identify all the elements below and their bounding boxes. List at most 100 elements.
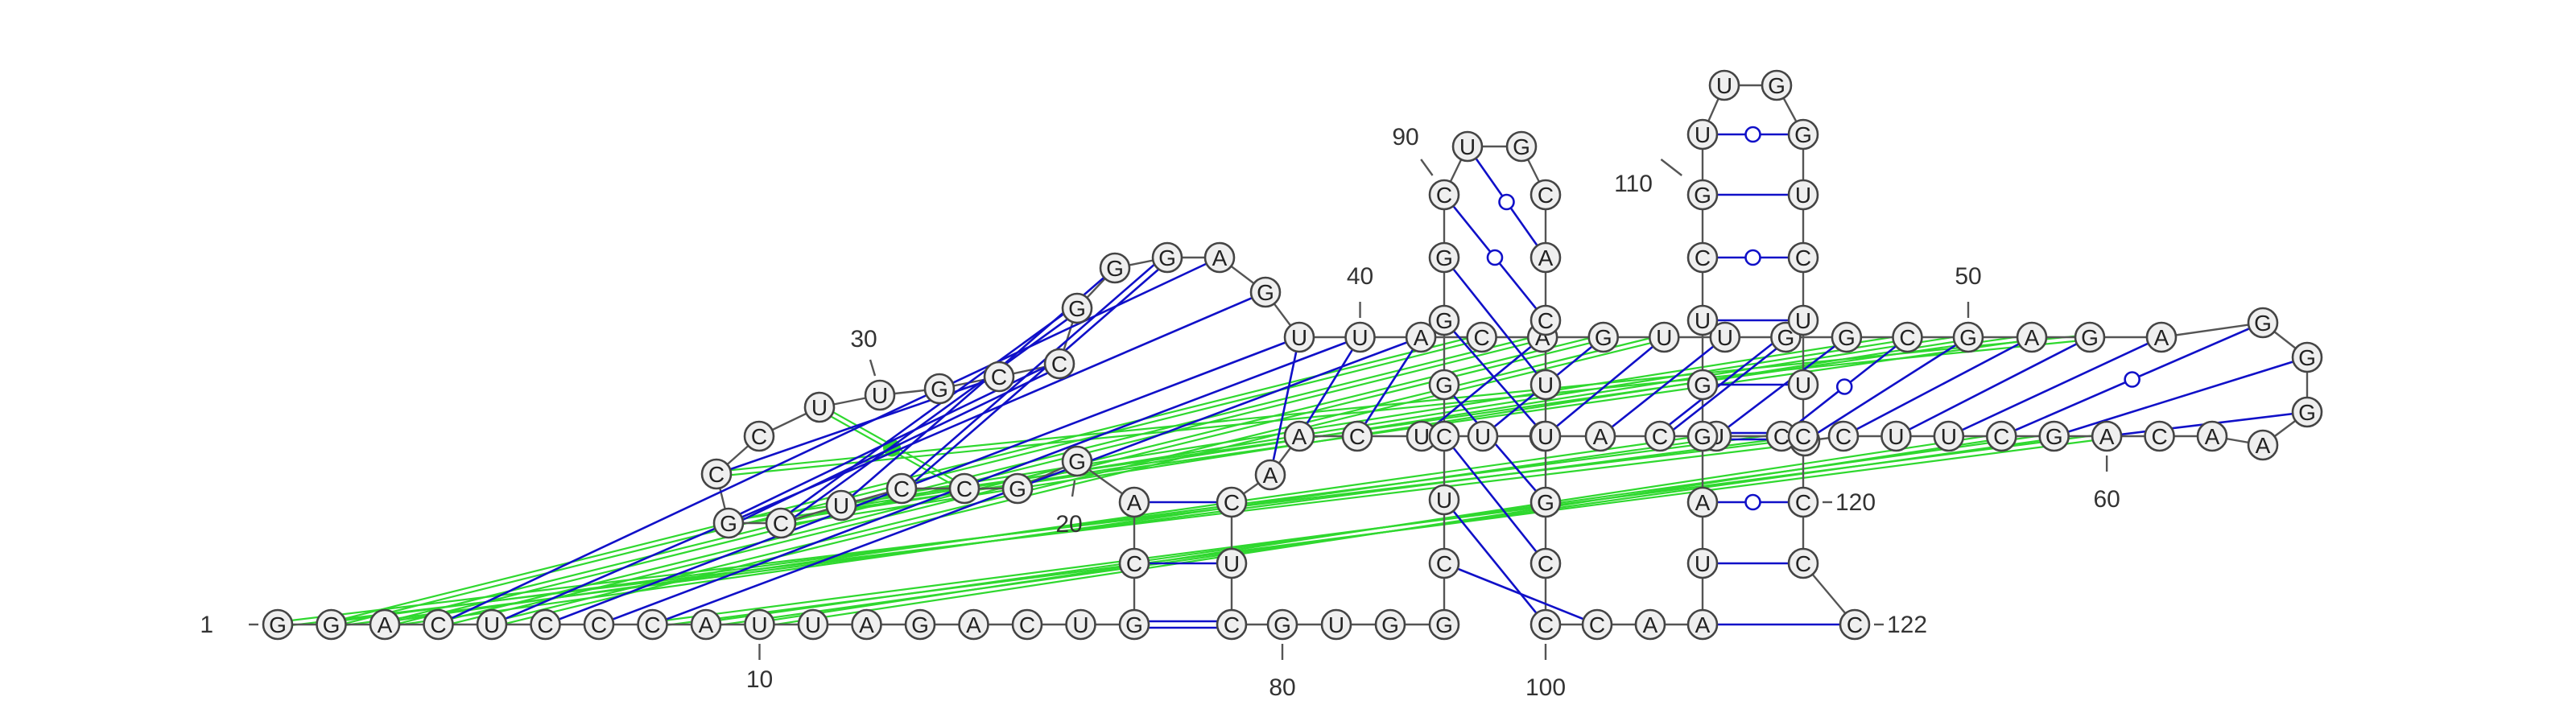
nucleotide-letter: G	[2254, 311, 2272, 336]
nucleotide-letter: U	[484, 612, 500, 637]
nucleotide-31: G	[923, 373, 956, 405]
nucleotide-letter: U	[1224, 551, 1240, 576]
nucleotide-letter: C	[708, 462, 724, 487]
position-number: 122	[1887, 612, 1927, 638]
nucleotide-letter: G	[931, 377, 948, 402]
nucleotide-112: U	[1708, 69, 1740, 101]
nucleotide-letter: G	[1768, 73, 1785, 98]
nucleotide-letter: G	[1106, 256, 1124, 281]
nucleotide-37: A	[1203, 241, 1236, 274]
nucleotide-letter: C	[1224, 612, 1240, 637]
nucleotide-letter: C	[1538, 308, 1554, 333]
nucleotide-61: G	[2038, 420, 2070, 452]
nucleotide-88: G	[1428, 304, 1460, 336]
base-pair-39-76	[1269, 336, 1301, 476]
nucleotide-46: U	[1709, 321, 1741, 353]
nucleotide-letter: C	[1126, 551, 1142, 576]
nucleotide-letter: C	[1899, 325, 1915, 350]
nucleotide-21: G	[1001, 472, 1034, 505]
nucleotide-4: C	[423, 608, 454, 641]
nucleotide-letter: U	[1656, 325, 1672, 350]
position-label-40: 40	[1347, 263, 1373, 318]
nucleotide-109: C	[1686, 241, 1719, 274]
nucleotide-116: C	[1787, 241, 1819, 274]
nucleotide-letter: U	[1941, 424, 1957, 449]
nucleotide-letter: U	[1888, 424, 1904, 449]
nucleotide-48: G	[1831, 321, 1863, 353]
nucleotide-letter: U	[872, 383, 888, 408]
position-number: 100	[1525, 674, 1566, 701]
nucleotide-7: C	[583, 608, 615, 641]
nucleotide-103: A	[1686, 608, 1719, 641]
nucleotide-letter: U	[1414, 424, 1430, 449]
nucleotide-letter: C	[1474, 325, 1490, 350]
base-pair-23-36	[898, 254, 1166, 487]
nucleotide-letter: A	[1695, 612, 1711, 637]
nucleotide-57: A	[2247, 429, 2279, 461]
base-pair-10-62	[759, 437, 2002, 629]
nucleotide-letter: G	[911, 612, 929, 637]
nucleotide-letter: U	[1538, 373, 1554, 398]
nucleotide-15: C	[1011, 608, 1043, 641]
nucleotide-letter: C	[773, 511, 789, 536]
nucleotide-letter: A	[1593, 424, 1608, 449]
nucleotide-letter: A	[966, 612, 981, 637]
nucleotide-30: U	[864, 379, 896, 411]
nucleotide-letter: A	[1414, 325, 1429, 350]
nucleotide-77: C	[1216, 486, 1248, 518]
nucleotide-45: U	[1648, 321, 1680, 353]
position-label-120: 120	[1823, 489, 1876, 516]
nucleotide-85: U	[1428, 484, 1460, 516]
nucleotide-50: G	[1952, 321, 1984, 353]
nucleotide-2: G	[316, 608, 347, 641]
nucleotide-110: G	[1686, 179, 1719, 211]
nucleotide-14: A	[958, 608, 989, 641]
nucleotide-119: C	[1787, 420, 1819, 452]
nucleotide-letter: U	[1717, 325, 1733, 350]
nucleotide-104: U	[1686, 547, 1719, 579]
nucleotide-letter: G	[720, 511, 737, 536]
nucleotide-44: G	[1587, 321, 1620, 353]
nucleotide-letter: C	[1436, 551, 1452, 576]
nucleotide-6: C	[530, 608, 561, 641]
nucleotide-letter: U	[1328, 612, 1344, 637]
nucleotide-74: C	[1341, 420, 1373, 452]
nucleotide-letter: G	[1257, 280, 1274, 305]
base-pair-52-64	[1895, 336, 2091, 438]
nucleotide-letter: C	[591, 612, 607, 637]
nucleotide-40: U	[1344, 321, 1376, 353]
nucleotide-letter: G	[1513, 134, 1530, 159]
position-label-10: 10	[746, 644, 773, 693]
nucleotide-letter: G	[2298, 400, 2316, 425]
nucleotide-34: G	[1061, 292, 1093, 324]
position-number: 90	[1392, 124, 1418, 150]
nucleotide-90: C	[1428, 179, 1460, 211]
nucleotide-letter: C	[2151, 424, 2167, 449]
nucleotide-letter: C	[1795, 551, 1811, 576]
nucleotide-111: U	[1686, 118, 1719, 150]
nucleotide-42: C	[1466, 321, 1497, 353]
nucleotide-letter: U	[1291, 325, 1307, 350]
nucleotide-120: C	[1787, 486, 1819, 518]
nucleotide-62: C	[1985, 420, 2017, 452]
base-pair-3-68	[384, 432, 1716, 624]
nucleotide-56: G	[2291, 396, 2323, 428]
nucleotide-75: A	[1283, 420, 1315, 452]
nucleotide-letter: C	[1538, 183, 1554, 208]
nucleotide-105: A	[1686, 486, 1719, 518]
position-label-20: 20	[1055, 480, 1083, 538]
nucleotide-letter: U	[1695, 308, 1711, 333]
nucleotide-23: C	[886, 472, 918, 505]
base-pair-51-65	[1843, 336, 2033, 438]
wobble-pair-marker	[1498, 193, 1515, 211]
base-pair-89-96	[1443, 257, 1547, 385]
nucleotide-letter: G	[1694, 424, 1711, 449]
base-pair-45-71	[1544, 336, 1666, 438]
position-number: 80	[1269, 674, 1295, 701]
base-pair-25-34	[778, 304, 1076, 521]
nucleotide-32: C	[983, 361, 1015, 393]
position-label-60: 60	[2093, 455, 2120, 513]
nucleotide-84: C	[1428, 547, 1460, 579]
nucleotide-letter: G	[1435, 245, 1453, 270]
nucleotide-letter: U	[1716, 73, 1732, 98]
